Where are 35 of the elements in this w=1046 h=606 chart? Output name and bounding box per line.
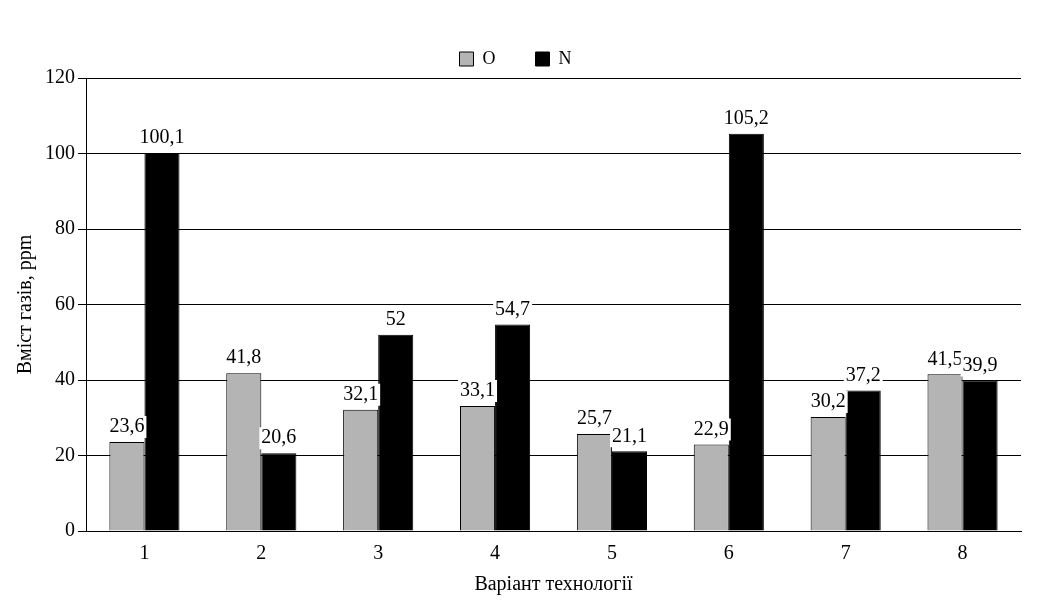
x-tick-label: 3 bbox=[373, 541, 384, 564]
x-tick-label: 8 bbox=[957, 541, 968, 564]
data-label: 39,9 bbox=[962, 352, 998, 375]
y-tick-label: 20 bbox=[55, 442, 75, 465]
data-label: 25,7 bbox=[576, 406, 612, 429]
data-label: 30,2 bbox=[810, 389, 846, 412]
x-tick-label: 7 bbox=[840, 541, 851, 564]
x-tick-label: 4 bbox=[490, 541, 501, 564]
data-label: 100,1 bbox=[139, 125, 185, 148]
data-label: 21,1 bbox=[611, 423, 647, 446]
y-tick-label: 0 bbox=[65, 518, 75, 541]
legend-label: N bbox=[558, 47, 572, 68]
legend-label: O bbox=[482, 47, 496, 68]
data-label: 54,7 bbox=[495, 296, 531, 319]
y-tick-label: 120 bbox=[45, 65, 75, 88]
y-tick-label: 100 bbox=[45, 140, 75, 163]
data-label: 52 bbox=[385, 306, 406, 329]
x-tick-label: 1 bbox=[139, 541, 150, 564]
data-label: 22,9 bbox=[693, 416, 729, 439]
x-tick-label: 5 bbox=[606, 541, 617, 564]
x-axis-title: Варіант технології bbox=[474, 572, 634, 596]
y-tick-label: 40 bbox=[55, 367, 75, 390]
y-tick-label: 60 bbox=[55, 291, 75, 314]
data-label: 41,5 bbox=[927, 346, 963, 369]
data-label: 105,2 bbox=[723, 106, 769, 129]
data-label: 41,8 bbox=[226, 345, 262, 368]
y-tick-label: 80 bbox=[55, 216, 75, 239]
y-axis-title: Вміст газів, ppm bbox=[13, 234, 37, 375]
data-label: 33,1 bbox=[460, 378, 496, 401]
data-label: 20,6 bbox=[261, 425, 297, 448]
x-tick-label: 2 bbox=[256, 541, 267, 564]
x-tick-label: 6 bbox=[723, 541, 734, 564]
data-label: 23,6 bbox=[109, 414, 145, 437]
data-label: 37,2 bbox=[845, 362, 881, 385]
data-label: 32,1 bbox=[343, 382, 379, 405]
